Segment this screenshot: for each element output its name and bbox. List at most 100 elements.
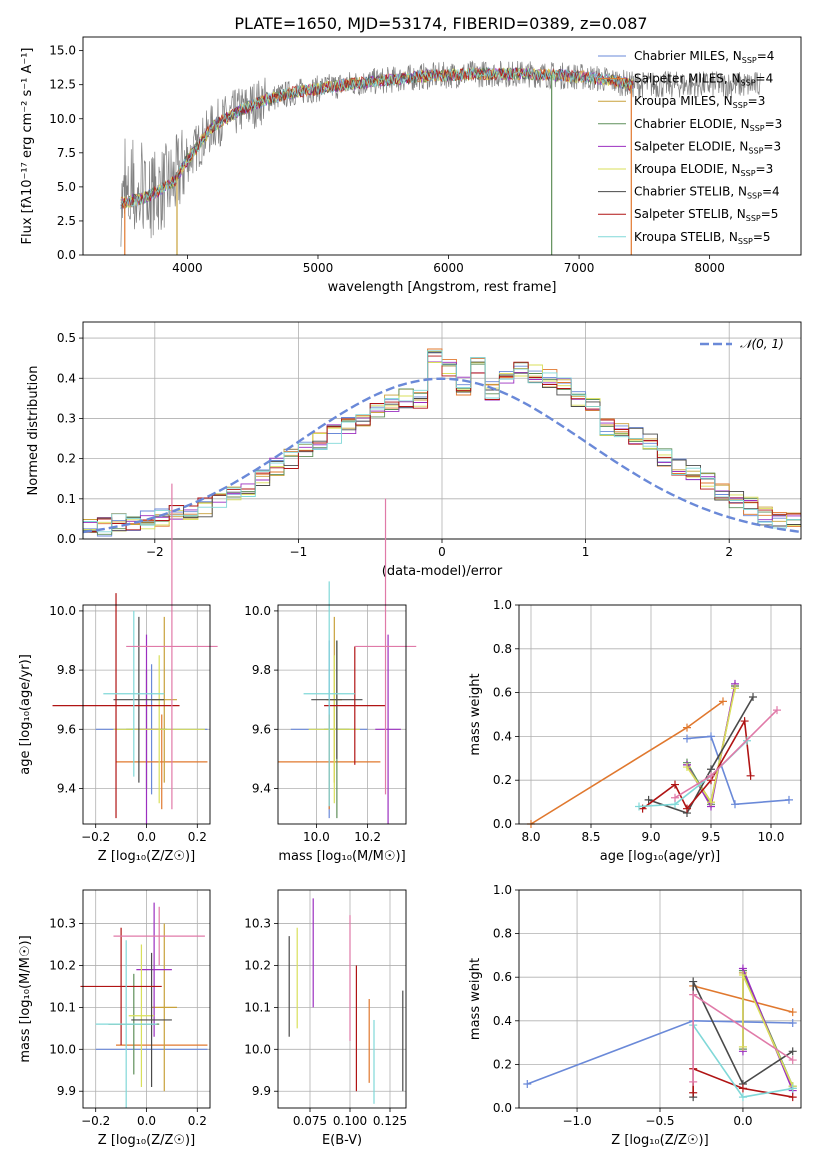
y-tick-label: 10.0 bbox=[49, 112, 76, 126]
weight-marker bbox=[683, 804, 691, 813]
y-tick-label: 9.4 bbox=[252, 781, 271, 795]
x-tick-label: −1 bbox=[290, 545, 308, 559]
weight-marker bbox=[788, 1047, 797, 1056]
y-tick-label: 0.1 bbox=[57, 492, 76, 506]
y-tick-label: 0.0 bbox=[493, 1101, 512, 1115]
weight-marker bbox=[731, 800, 739, 809]
x-tick-label: 7000 bbox=[564, 261, 595, 275]
weight-marker bbox=[683, 763, 691, 772]
y-tick-label: 10.2 bbox=[244, 958, 271, 972]
x-tick-label: 0.075 bbox=[293, 1114, 327, 1128]
weight-marker bbox=[707, 732, 715, 741]
weight-marker bbox=[707, 798, 715, 807]
legend-subscript: SSP bbox=[733, 101, 748, 110]
y-tick-label: 10.3 bbox=[244, 917, 271, 931]
legend-count: =5 bbox=[761, 207, 779, 221]
legend-entry: Salpeter STELIB, NSSP=5 bbox=[634, 207, 778, 223]
y-tick-label: 5.0 bbox=[57, 180, 76, 194]
x-tick-label: 10.0 bbox=[303, 830, 330, 844]
weight-line bbox=[530, 700, 724, 825]
weight-marker bbox=[738, 1042, 747, 1051]
y-tick-label: 2.5 bbox=[57, 214, 76, 228]
mass-age-frame bbox=[277, 604, 407, 825]
weight-marker bbox=[738, 971, 747, 980]
y-tick-label: 0.6 bbox=[493, 970, 512, 984]
weight-marker bbox=[689, 977, 698, 986]
y-tick-label: 9.6 bbox=[252, 722, 271, 736]
legend-entry: Chabrier STELIB, NSSP=4 bbox=[634, 185, 780, 201]
legend-entry: Kroupa MILES, NSSP=3 bbox=[634, 94, 765, 110]
y-tick-label: 0.3 bbox=[57, 411, 76, 425]
y-tick-label: 10.1 bbox=[49, 1000, 76, 1014]
y-tick-label: 10.0 bbox=[49, 1042, 76, 1056]
weight-marker bbox=[523, 1080, 532, 1089]
y-tick-label: 1.0 bbox=[493, 598, 512, 612]
weight-marker bbox=[749, 692, 757, 701]
legend-entry: Chabrier ELODIE, NSSP=3 bbox=[634, 117, 782, 133]
weight-line bbox=[686, 735, 790, 806]
legend-count: =4 bbox=[757, 49, 775, 63]
legend-count: =3 bbox=[748, 94, 766, 108]
y-tick-label: 12.5 bbox=[49, 78, 76, 92]
x-tick-label: 10.0 bbox=[758, 830, 785, 844]
legend-subscript: SSP bbox=[741, 79, 756, 88]
y-tick-label: 0.2 bbox=[493, 1057, 512, 1071]
x-tick-label: −2 bbox=[146, 545, 164, 559]
legend-entry: Kroupa ELODIE, NSSP=3 bbox=[634, 162, 773, 178]
y-axis-label: Normed distribution bbox=[26, 366, 41, 496]
z-weight-axes: −1.0 −0.5 0.0 0.0 0.2 0.4 0.6 0.8 1.0 Z [log₁₀(Z/… bbox=[468, 883, 801, 1148]
legend-count: =3 bbox=[765, 117, 783, 131]
weight-marker bbox=[683, 723, 691, 732]
y-tick-label: 0.4 bbox=[493, 1014, 512, 1028]
residuals-axes: −2 −1 0 1 2 0.0 0.1 0.2 0.3 0.4 0.5 (data-model)/er… bbox=[26, 322, 801, 579]
ebv-mass-axes: 0.075 0.100 0.125 9.9 10.0 10.1 10.2 10.3 E(B-V) bbox=[244, 890, 407, 1148]
y-tick-label: 0.4 bbox=[57, 371, 76, 385]
x-tick-label: 8.5 bbox=[581, 830, 600, 844]
y-tick-label: 9.6 bbox=[57, 722, 76, 736]
legend-count: =5 bbox=[753, 230, 771, 244]
x-tick-label: 0.125 bbox=[373, 1114, 407, 1128]
x-tick-label: 0.2 bbox=[188, 830, 207, 844]
x-axis-label: E(B-V) bbox=[322, 1133, 362, 1148]
x-tick-label: 2 bbox=[725, 545, 733, 559]
residual-histogram bbox=[82, 350, 801, 539]
z-mass-frame bbox=[82, 889, 211, 1109]
legend-subscript: SSP bbox=[747, 192, 762, 201]
z-age-axes: −0.2 0.0 0.2 9.4 9.6 9.8 10.0 Z [log₁₀(Z/Z☉)] ag… bbox=[18, 604, 210, 864]
y-axis-label: mass weight bbox=[468, 673, 483, 755]
x-tick-label: 10.2 bbox=[354, 830, 381, 844]
y-tick-label: 0.4 bbox=[493, 729, 512, 743]
weight-marker bbox=[731, 684, 739, 693]
legend-entry: Chabrier MILES, NSSP=4 bbox=[634, 49, 774, 65]
x-tick-label: 1 bbox=[582, 545, 590, 559]
x-tick-label: 0.0 bbox=[137, 1114, 156, 1128]
weight-marker bbox=[738, 1084, 747, 1093]
spectrum-model-line bbox=[120, 67, 634, 209]
y-tick-label: 0.8 bbox=[493, 642, 512, 656]
legend-count: =4 bbox=[756, 72, 774, 86]
weight-marker bbox=[719, 697, 727, 706]
y-tick-label: 10.0 bbox=[244, 1042, 271, 1056]
ebv-mass-frame bbox=[277, 889, 407, 1109]
weight-marker bbox=[689, 1077, 698, 1086]
x-tick-label: 0.0 bbox=[137, 830, 156, 844]
weight-marker bbox=[785, 795, 793, 804]
legend-count: =3 bbox=[763, 139, 781, 153]
y-tick-label: 1.0 bbox=[493, 883, 512, 897]
weight-marker bbox=[788, 1056, 797, 1065]
x-tick-label: 8.0 bbox=[521, 830, 540, 844]
x-tick-label: 8000 bbox=[694, 261, 725, 275]
x-tick-label: −1.0 bbox=[562, 1114, 591, 1128]
legend-subscript: SSP bbox=[742, 56, 757, 65]
gaussian-curve bbox=[82, 377, 802, 534]
x-tick-label: 0 bbox=[438, 545, 446, 559]
x-tick-label: −0.2 bbox=[81, 830, 110, 844]
spectrum-frame bbox=[82, 36, 802, 256]
y-tick-label: 9.8 bbox=[252, 663, 271, 677]
x-tick-label: 0.0 bbox=[733, 1114, 752, 1128]
x-tick-label: −0.5 bbox=[645, 1114, 674, 1128]
x-axis-label: (data-model)/error bbox=[382, 564, 503, 579]
weight-marker bbox=[788, 1018, 797, 1027]
y-axis-label: mass weight bbox=[468, 958, 483, 1040]
legend-entry: Kroupa STELIB, NSSP=5 bbox=[634, 230, 771, 246]
